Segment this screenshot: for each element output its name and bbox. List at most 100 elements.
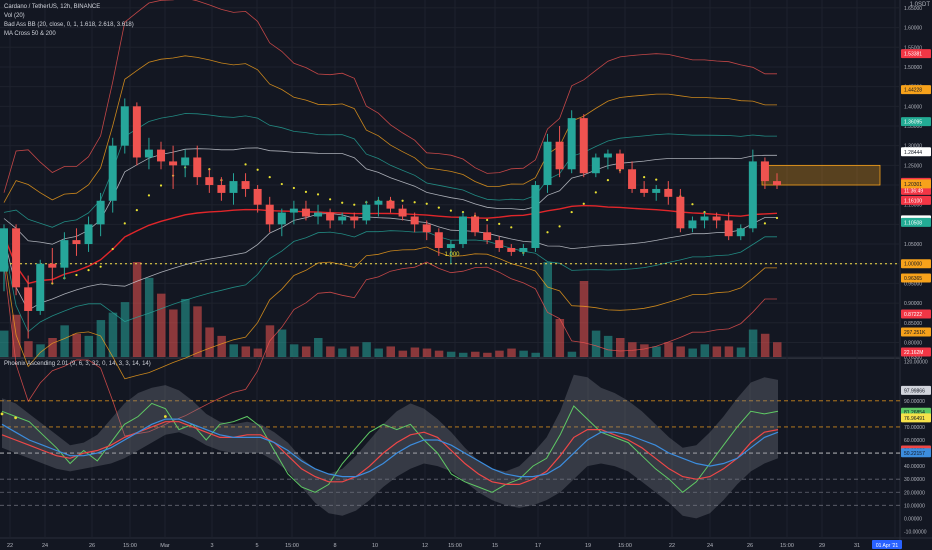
osc-tick-label: 0.00000 [904,516,922,522]
osc-green-line [1,402,779,493]
time-tick-label: 19 [585,543,591,549]
candle-body [24,287,33,311]
price-label-tag [901,217,931,227]
volume-bar [543,262,553,357]
ma-cross-line [3,204,778,285]
candle-body [265,204,274,225]
cursor-date-tag [872,540,902,549]
time-tick-label: 8 [333,543,336,549]
price-label-tag [901,147,931,157]
price-label-text: 1.36095 [904,120,922,126]
candle-body [36,263,45,311]
volume-bar [507,348,516,357]
volume-bar [386,346,395,357]
time-tick-label: 3 [210,543,213,549]
volume-bar [120,302,130,357]
volume-bar [350,346,359,357]
price-label-text: 1.44228 [904,88,922,94]
price-label-tag [901,273,931,283]
candle-body [108,145,117,201]
cursor-date-text: 01 Apr '21 [876,543,899,549]
osc-tick-label: 30.00000 [904,477,925,483]
price-label-text: 1.10508 [904,220,922,226]
volume-bar [628,342,637,357]
sar-dot [292,186,295,190]
sar-dot [582,202,585,205]
price-label-tag [901,259,931,269]
volume-bar [374,348,383,357]
volume-bar [434,350,444,357]
volume-bar [688,348,697,357]
sar-dot [159,184,163,187]
bollinger-legend[interactable]: Bad Ass BB (20, close, 0, 1, 1.618, 2.61… [4,22,134,28]
osc-dot [163,415,167,418]
time-tick-label: 5 [255,543,258,549]
price-tick-label: 1.35000 [904,124,922,130]
sar-dot [99,265,102,268]
candle-body [314,212,323,217]
sar-dot [353,203,356,206]
candle-body [48,263,57,268]
sar-dot [280,182,283,186]
volume-bar [132,262,142,357]
price-tick-label: 1.30000 [904,144,922,150]
volume-legend[interactable]: Vol (20) [4,13,25,19]
candle-body [120,106,129,146]
volume-bar [676,346,685,357]
volume-bar [773,342,782,357]
sar-dot [87,269,90,272]
sar-dot [691,203,694,206]
volume-bar [36,344,45,357]
price-label-tag [901,179,931,189]
price-tick-label: 0.80000 [904,340,922,346]
price-tick-label: 1.55000 [904,45,922,51]
bollinger-band-line [3,55,777,203]
time-tick-label: 15 [492,543,498,549]
osc-dot [0,412,4,416]
candle-body [664,188,673,197]
sar-dot [268,176,271,179]
sar-dot [341,201,344,204]
osc-label-tag [901,385,931,395]
volume-bar [700,344,710,357]
candle-body [458,216,467,245]
ma-cross-legend[interactable]: MA Cross 50 & 200 [4,31,56,37]
candle-body [688,220,697,229]
candle-body [60,240,69,268]
osc-tick-label: 20.00000 [904,490,925,496]
sar-dot [256,168,259,171]
sar-dot [643,176,646,179]
volume-bar [362,342,371,357]
time-tick-label: 15:00 [285,543,299,549]
osc-dot [14,416,18,420]
sar-dot [606,179,610,182]
price-tick-label: 1.25000 [904,163,922,169]
time-tick-label: 17 [535,543,541,549]
symbol-title[interactable]: Cardano / TetherUS, 12h, BINANCE [4,4,101,10]
volume-bar [24,341,33,357]
sar-dot [75,273,78,277]
time-tick-label: 24 [42,543,48,549]
price-label-tag [901,49,931,59]
volume-bar [652,346,661,357]
volume-bar [760,333,770,357]
sar-dot [401,199,404,202]
volume-bar [181,298,190,357]
volume-bar [217,335,226,357]
sar-dot [546,231,549,234]
candle-body [471,216,480,233]
osc-label-text: 81.26854 [904,410,925,416]
volume-bar [108,312,118,357]
candle-body [144,149,153,158]
volume-bar [193,306,202,357]
sar-dot [486,218,489,222]
volume-bar [72,333,81,357]
candle-body [603,153,612,158]
sar-dot [123,222,126,225]
price-label-text: 297.251K [904,330,926,336]
oscillator-legend[interactable]: Phoenix Ascending 2.01 (9, 6, 3, 32, 0, … [4,361,151,367]
osc-blue-line [1,418,779,478]
sar-dot [437,206,440,209]
volume-bar [60,325,69,357]
